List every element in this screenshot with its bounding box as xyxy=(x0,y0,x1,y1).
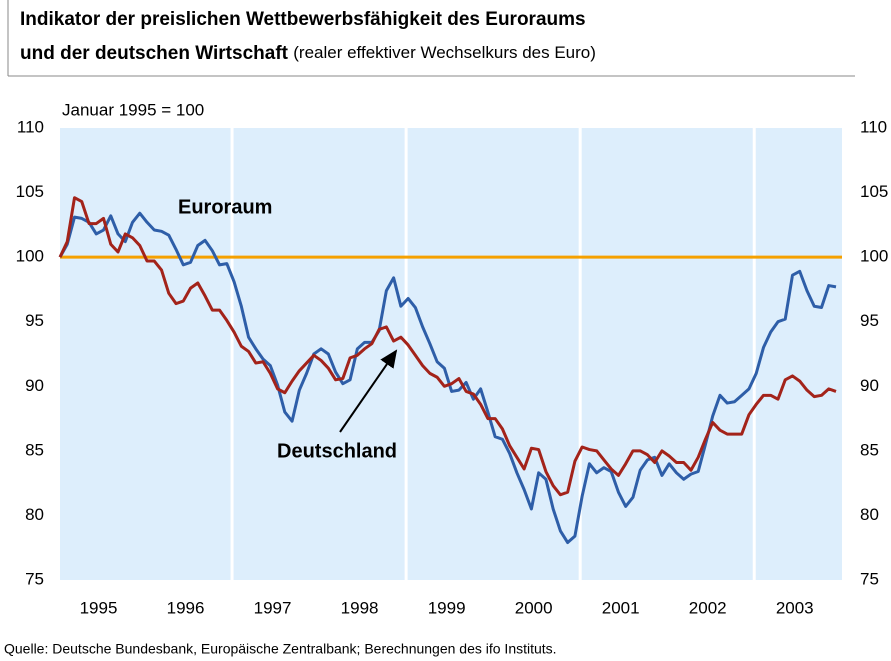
y2-tick-label: 85 xyxy=(860,440,879,459)
x-tick-label: 2000 xyxy=(515,598,553,617)
x-tick-label: 2003 xyxy=(776,598,814,617)
y2-tick-label: 110 xyxy=(860,117,887,136)
x-tick-label: 2002 xyxy=(689,598,727,617)
y-tick-label: 105 xyxy=(16,182,44,201)
arrow xyxy=(339,349,398,433)
y-tick-label: 90 xyxy=(25,376,44,395)
plot-area xyxy=(60,128,842,580)
x-tick-label: 1999 xyxy=(428,598,466,617)
y-tick-label: 110 xyxy=(17,117,44,136)
line-series xyxy=(58,196,837,497)
y2-tick-label: 95 xyxy=(860,311,879,330)
y-tick-label: 100 xyxy=(16,247,44,266)
chart-title: Indikator der preislichen Wettbewerbsfäh… xyxy=(20,9,586,30)
annotation: Deutschland xyxy=(277,440,397,462)
chart-title: und der deutschen Wirtschaft (realer eff… xyxy=(20,43,596,64)
y2-tick-label: 80 xyxy=(860,505,879,524)
x-tick-label: 1997 xyxy=(254,598,292,617)
chart-title-line: und der deutschen Wirtschaft xyxy=(20,43,289,64)
y2-tick-label: 90 xyxy=(860,376,879,395)
y-tick-label: 95 xyxy=(25,311,44,330)
source: Quelle: Deutsche Bundesbank, Europäische… xyxy=(4,641,557,657)
y2-tick-label: 105 xyxy=(860,182,888,201)
y-tick-label: 85 xyxy=(25,440,44,459)
y-label: Januar 1995 = 100 xyxy=(62,100,204,119)
x-tick-label: 2001 xyxy=(602,598,640,617)
y-tick-label: 80 xyxy=(25,505,44,524)
y2-tick-label: 100 xyxy=(860,247,888,266)
x-tick-label: 1998 xyxy=(341,598,379,617)
subtitle: (realer effektiver Wechselkurs des Euro) xyxy=(293,43,596,62)
x-tick-label: 1996 xyxy=(167,598,205,617)
y-tick-label: 75 xyxy=(25,569,44,588)
x-tick-label: 1995 xyxy=(80,598,118,617)
y2-tick-label: 75 xyxy=(860,569,879,588)
annotation: Euroraum xyxy=(178,196,272,218)
